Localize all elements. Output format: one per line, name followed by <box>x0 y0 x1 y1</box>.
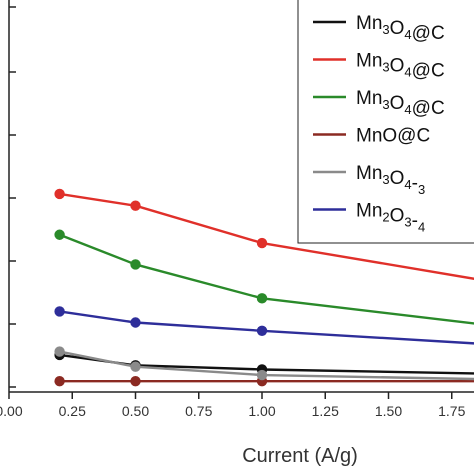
series-line <box>59 350 474 381</box>
data-point <box>130 259 141 270</box>
series-3 <box>54 229 474 325</box>
data-point <box>54 306 65 317</box>
x-tick-label: 1.25 <box>312 403 339 419</box>
data-point <box>130 376 141 387</box>
legend-box <box>297 0 474 244</box>
series-6 <box>54 306 474 345</box>
legend: Mn3O4@C Mn3O4@C Mn3O4@C MnO@C Mn3O4-3 Mn2O3-4 <box>297 0 474 244</box>
legend-label: Mn2O3-4 <box>356 201 425 235</box>
data-point <box>256 293 268 304</box>
series-5 <box>54 346 474 381</box>
series-line <box>59 233 474 325</box>
data-point <box>54 346 65 357</box>
data-point <box>130 200 141 211</box>
data-point <box>54 376 65 387</box>
x-tick-label: 0.25 <box>59 403 86 419</box>
legend-label: Mn3O4@C <box>356 13 445 44</box>
series-line <box>59 310 474 345</box>
x-tick-label: 0.50 <box>122 403 149 419</box>
data-point <box>54 188 65 200</box>
data-point <box>130 317 141 328</box>
legend-label: Mn3O4-3 <box>356 163 425 197</box>
data-point <box>256 369 268 381</box>
series-line <box>59 192 474 280</box>
series-layer <box>54 188 474 387</box>
data-point <box>256 237 268 249</box>
x-tick-label: 1.00 <box>248 403 275 419</box>
series-2 <box>54 188 474 280</box>
data-point <box>130 361 141 372</box>
legend-label: Mn3O4@C <box>356 88 445 119</box>
x-tick-label: 0.75 <box>185 403 212 419</box>
legend-label: MnO@C <box>356 126 430 147</box>
data-point <box>256 325 268 336</box>
y-axis-ticks <box>9 6 16 388</box>
x-tick-label: 0.00 <box>0 403 23 419</box>
x-axis-ticks: 0.00 0.25 0.50 0.75 1.00 1.25 1.50 1.75 <box>0 392 466 419</box>
plot-area: 0.00 0.25 0.50 0.75 1.00 1.25 1.50 1.75 <box>0 0 474 419</box>
data-point <box>54 229 65 240</box>
x-tick-label: 1.50 <box>375 403 402 419</box>
legend-label: Mn3O4@C <box>356 51 445 82</box>
legend-items: Mn3O4@C Mn3O4@C Mn3O4@C MnO@C Mn3O4-3 Mn2O3-4 <box>313 13 445 235</box>
x-axis-title: Current (A/g) <box>242 445 358 467</box>
x-tick-label: 1.75 <box>438 403 465 419</box>
